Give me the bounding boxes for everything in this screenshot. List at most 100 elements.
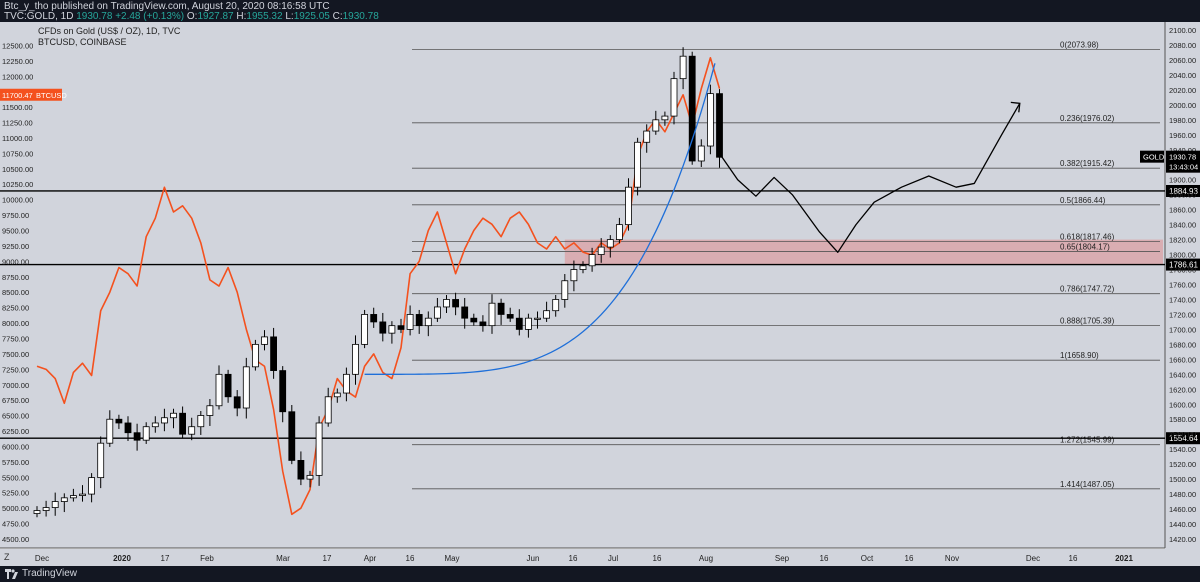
btc-price-tag (0, 88, 34, 101)
gold-candle-body (51, 501, 59, 508)
gold-candle-body (315, 422, 323, 476)
gold-price-tag (1166, 150, 1200, 173)
gold-candle-body (643, 130, 651, 143)
open-value: 1927.87 (197, 11, 234, 22)
publisher-name[interactable]: Btc_y_tho (4, 1, 49, 12)
right-axis-tick: 1780.00 (1169, 266, 1196, 275)
projection-path[interactable] (718, 103, 1021, 253)
left-axis[interactable] (0, 22, 34, 548)
gold-candle-body (160, 417, 168, 424)
high-label: H: (236, 11, 247, 22)
gold-candle-body (443, 299, 450, 308)
gold-candle-body (251, 343, 259, 368)
gold-candle-body (170, 412, 177, 419)
horizontal-level-value: 1884.93 (1169, 187, 1198, 196)
left-axis-tick: 8500.00 (2, 288, 29, 297)
right-axis-tick: 2020.00 (1169, 86, 1196, 95)
time-axis-tick: Nov (945, 554, 959, 563)
left-axis-tick: 9500.00 (2, 227, 29, 236)
right-axis-tick: 1720.00 (1169, 310, 1196, 319)
gold-candle-body (515, 317, 523, 330)
time-axis-tick: 16 (569, 554, 578, 563)
gold-candle-body (606, 239, 614, 248)
gold-candle-body (370, 314, 378, 323)
gold-candle-body (288, 411, 296, 461)
gold-candle-body (406, 314, 414, 330)
right-axis-tick: 1560.00 (1169, 430, 1196, 439)
btc-series-line[interactable] (36, 56, 721, 516)
fibonacci-retracement[interactable]: 0(2073.98) 0.236(1976.02) 0.382(1915.42) 0.… (412, 40, 1160, 490)
gold-candle-body (452, 299, 460, 308)
right-axis-tick: 1960.00 (1169, 131, 1196, 140)
gold-candle-body (361, 314, 369, 345)
left-axis-tick: 6500.00 (2, 412, 29, 421)
time-axis-tick: 2021 (1115, 554, 1133, 563)
gold-candle-body (433, 306, 441, 319)
gold-candle-body (579, 265, 587, 270)
time-axis-tick: Sep (775, 554, 790, 563)
gold-candle-body (707, 93, 714, 147)
parabolic-curve[interactable] (364, 63, 716, 375)
time-axis-tick: 16 (820, 554, 829, 563)
gold-candle-body (379, 321, 387, 334)
right-axis[interactable] (1165, 22, 1200, 566)
gold-candle-body (488, 302, 496, 327)
left-axis-tick: 5250.00 (2, 489, 29, 498)
gold-candle-body (297, 460, 305, 480)
left-axis-tick: 9250.00 (2, 242, 29, 251)
gold-candle-body (206, 405, 214, 416)
time-axis[interactable] (0, 549, 1165, 566)
left-axis-tick: 9750.00 (2, 211, 29, 220)
horizontal-level-value: 1786.61 (1169, 261, 1198, 270)
left-axis-tick: 7000.00 (2, 381, 29, 390)
legend-overlay: BTCUSD, COINBASE (38, 37, 127, 47)
parabolic-curve-layer[interactable] (364, 63, 716, 375)
support-zone-layer (564, 239, 1163, 265)
gold-candle-body (242, 366, 250, 409)
btc-price-value: 11700.47 (2, 91, 33, 100)
right-axis-tick: 1580.00 (1169, 415, 1196, 424)
high-value: 1955.32 (246, 11, 283, 22)
gold-candle-body (142, 426, 150, 441)
left-axis-tick: 10750.00 (2, 149, 33, 158)
left-axis-tick: 12500.00 (2, 41, 33, 50)
low-value: 1925.05 (293, 11, 330, 22)
footer-brand[interactable]: TradingView (22, 568, 78, 579)
price-change: +2.48 (+0.13%) (115, 11, 185, 22)
price-chart[interactable]: Z 0(2073.98) 0.236(1976.02) 0.382(1915.42)… (0, 22, 1200, 566)
gold-candle-body (279, 370, 287, 413)
left-axis-tick: 5750.00 (2, 458, 29, 467)
time-axis-tick: Mar (276, 554, 290, 563)
right-axis-tick: 1700.00 (1169, 325, 1196, 334)
gold-candle-body (342, 373, 350, 394)
right-axis-tick: 1840.00 (1169, 221, 1196, 230)
gold-candle-body (634, 141, 641, 188)
support-zone[interactable] (564, 239, 1163, 265)
right-axis-tick: 2080.00 (1169, 41, 1196, 50)
gold-candle-body (570, 269, 578, 282)
right-axis-tick: 1540.00 (1169, 445, 1196, 454)
time-axis-tick: 17 (323, 554, 332, 563)
time-axis-tick: 16 (406, 554, 415, 563)
gold-candle-body (261, 336, 268, 345)
plot-background[interactable] (0, 22, 1165, 548)
gold-candle-body (506, 314, 514, 319)
fib-label: 0.65(1804.17) (1060, 242, 1110, 251)
left-axis-tick: 8000.00 (2, 319, 29, 328)
gold-price-value: 1930.78 (1169, 153, 1196, 162)
gold-candle-body (597, 246, 605, 255)
gold-candle-body (233, 396, 241, 409)
gold-candles (33, 47, 723, 518)
time-axis-tick: 2020 (113, 554, 131, 563)
gold-candle-body (124, 422, 132, 434)
time-axis-tick: Jun (527, 554, 540, 563)
bar-countdown: 13:43:04 (1169, 163, 1198, 172)
gold-candle-body (716, 93, 723, 158)
gold-candle-body (79, 493, 86, 496)
projection-path-layer[interactable] (718, 101, 1021, 253)
left-axis-tick: 6750.00 (2, 396, 29, 405)
left-axis-tick: 7250.00 (2, 365, 29, 374)
gold-candle-body (197, 415, 205, 428)
time-axis-tick: Feb (200, 554, 214, 563)
time-axis-tick: Aug (699, 554, 713, 563)
